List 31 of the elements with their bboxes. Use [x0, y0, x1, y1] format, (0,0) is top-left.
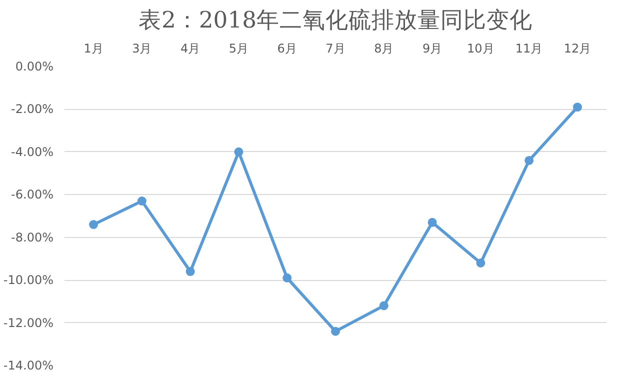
point — [186, 267, 195, 276]
point — [524, 156, 534, 165]
point — [137, 196, 146, 206]
y-tick-label: -8.00% — [11, 230, 54, 244]
point — [379, 301, 388, 310]
point — [282, 273, 292, 282]
x-tick-label: 12月 — [564, 42, 592, 56]
x-tick-label: 6月 — [277, 42, 297, 56]
point — [476, 258, 486, 268]
y-tick-label: 0.00% — [15, 60, 54, 74]
chart-title: 表2：2018年二氧化硫排放量同比变化 — [138, 8, 533, 34]
x-tick-label: 11月 — [515, 42, 543, 56]
y-tick-label: -14.00% — [3, 358, 54, 372]
y-tick-label: -12.00% — [3, 316, 54, 330]
point — [234, 147, 244, 156]
x-tick-label: 9月 — [422, 42, 442, 56]
y-tick-label: -6.00% — [11, 188, 54, 202]
y-tick-label: -4.00% — [11, 144, 54, 159]
x-tick-label: 7月 — [326, 42, 346, 56]
x-tick-label: 1月 — [84, 42, 104, 56]
x-tick-label: 3月 — [132, 42, 152, 56]
y-tick-label: -10.00% — [3, 273, 54, 288]
y-tick-label: -2.00% — [11, 102, 54, 116]
x-tick-label: 4月 — [180, 42, 200, 56]
point — [89, 220, 98, 230]
point — [331, 326, 340, 336]
point — [428, 218, 437, 227]
x-tick-label: 5月 — [228, 42, 249, 56]
x-tick-label: 10月 — [467, 42, 494, 56]
x-tick-label: 8月 — [374, 42, 394, 56]
point — [572, 102, 582, 112]
